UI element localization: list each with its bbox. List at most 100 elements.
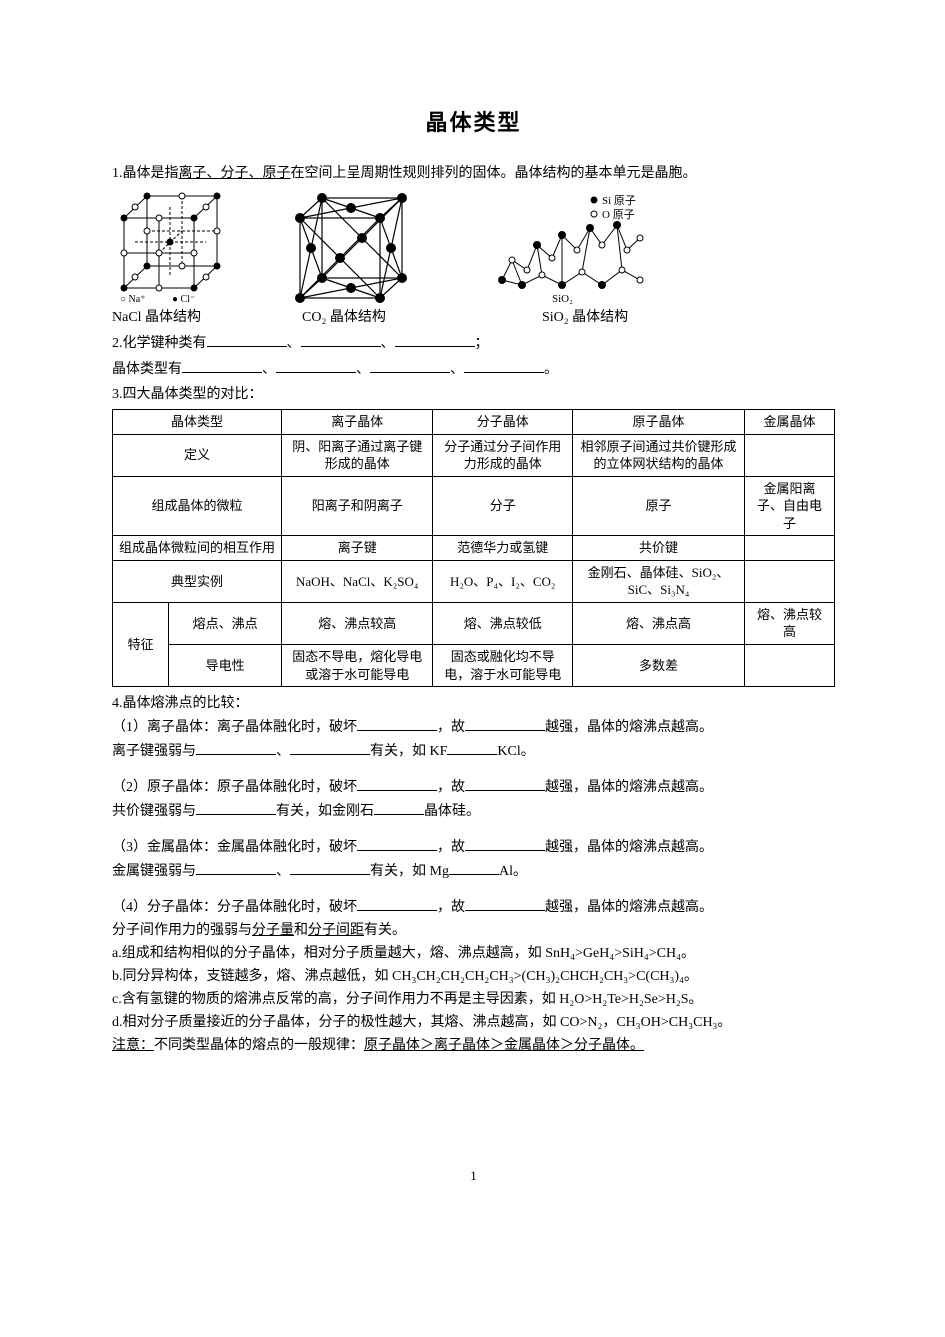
s4-c: c.含有氢键的物质的熔沸点反常的高，分子间作用力不再是主导因素，如 H₂O>H₂… [112, 989, 835, 1010]
s1b1: 离子键强弱与 [112, 744, 196, 759]
s4b-pre: 分子间作用力的强弱与 [112, 923, 252, 938]
s4-b: b.同分异构体，支链越多，熔、沸点越低，如 CH₃CH₂CH₂CH₂CH₃>(C… [112, 966, 835, 987]
table-row: 特征 熔点、沸点 熔、沸点较高 熔、沸点较低 熔、沸点高 熔、沸点较高 [113, 602, 835, 644]
note-mid: 不同类型晶体的熔点的一般规律： [154, 1038, 364, 1053]
caption-nacl: NaCl 晶体结构 [112, 307, 262, 328]
r2c1: 范德华力或氢键 [433, 536, 573, 561]
block-1: （1）离子晶体：离子晶体融化时，破坏，故越强，晶体的熔沸点越高。 离子键强弱与、… [112, 716, 835, 762]
paragraph-3-label: 3.四大晶体类型的对比： [112, 384, 835, 405]
table-row: 定义 阴、阳离子通过离子键形成的晶体 分子通过分子间作用力形成的晶体 相邻原子间… [113, 434, 835, 476]
r1c0: 阳离子和阴离子 [282, 476, 433, 536]
table-row: 典型实例 NaOH、NaCl、K₂SO₄ H₂O、P₄、I₂、CO₂ 金刚石、晶… [113, 560, 835, 602]
r3c3 [745, 560, 835, 602]
r1c1: 分子 [433, 476, 573, 536]
s2mid: ，故 [437, 780, 465, 795]
sio2-o-label: O 原子 [602, 208, 635, 221]
s2a: （2）原子晶体：原子晶体融化时，破坏 [112, 780, 357, 795]
page-number: 1 [112, 1166, 835, 1186]
r1-label: 组成晶体的微粒 [113, 476, 282, 536]
sio2-svg: Si 原子 O 原子 SiO₂ [472, 190, 662, 305]
s4b-post: 有关。 [364, 923, 406, 938]
s1-line1: （1）离子晶体：离子晶体融化时，破坏 ，故 越强，晶体的熔沸点越高。 [112, 716, 835, 738]
block-4: （4）分子晶体：分子晶体融化时，破坏 ，故 越强，晶体的熔沸点越高。 分子间作用力的… [112, 896, 835, 1056]
r0c2: 相邻原子间通过共价键形成的立体网状结构的晶体 [573, 434, 745, 476]
f1c0: 固态不导电，熔化导电或溶于水可能导电 [282, 645, 433, 687]
r3c1: H₂O、P₄、I₂、CO₂ [433, 560, 573, 602]
s2-line1: （2）原子晶体：原子晶体融化时，破坏 ，故 越强，晶体的熔沸点越高。 [112, 776, 835, 798]
table-row: 组成晶体的微粒 阳离子和阴离子 分子 原子 金属阳离子、自由电子 [113, 476, 835, 536]
caption-co2: CO₂ 晶体结构 [302, 307, 502, 328]
s3tail: 越强，晶体的熔沸点越高。 [545, 840, 713, 855]
caption-sio2: SiO₂ 晶体结构 [542, 307, 742, 328]
f0c2: 熔、沸点高 [573, 602, 745, 644]
nacl-legend-cl: ● Cl⁻ [172, 294, 195, 305]
s4-d: d.相对分子质量接近的分子晶体，分子的极性越大，其熔、沸点越高，如 CO>N₂，… [112, 1012, 835, 1033]
page-content: 晶体类型 1.晶体是指离子、分子、原子在空间上呈周期性规则排列的固体。晶体结构的… [0, 0, 945, 1186]
s3-line2: 金属键强弱与、有关，如 MgAl。 [112, 860, 835, 882]
th-2: 分子晶体 [433, 410, 573, 435]
p1-prefix: 1.晶体是指 [112, 166, 179, 181]
s4-line1: （4）分子晶体：分子晶体融化时，破坏 ，故 越强，晶体的熔沸点越高。 [112, 896, 835, 918]
r2c3 [745, 536, 835, 561]
r3c2: 金刚石、晶体硅、SiO₂、SiC、Si₃N₄ [573, 560, 745, 602]
r1c3: 金属阳离子、自由电子 [745, 476, 835, 536]
s4b-and: 和 [294, 923, 308, 938]
s1mid: ，故 [437, 720, 465, 735]
r3c0: NaOH、NaCl、K₂SO₄ [282, 560, 433, 602]
s3b2: 有关，如 Mg [370, 864, 449, 879]
s3b1: 金属键强弱与 [112, 864, 196, 879]
f0-label: 熔点、沸点 [169, 602, 282, 644]
table-row: 导电性 固态不导电，熔化导电或溶于水可能导电 固态或融化均不导电，溶于水可能导电… [113, 645, 835, 687]
f1c3 [745, 645, 835, 687]
p2b-text: 晶体类型有 [112, 362, 182, 377]
s4a: （4）分子晶体：分子晶体融化时，破坏 [112, 900, 357, 915]
p2a-text: 2.化学键种类有 [112, 336, 207, 351]
note-rule: 原子晶体＞离子晶体＞金属晶体＞分子晶体。 [364, 1038, 644, 1053]
s3mid: ，故 [437, 840, 465, 855]
s1tail: 越强，晶体的熔沸点越高。 [545, 720, 713, 735]
f1c1: 固态或融化均不导电，溶于水可能导电 [433, 645, 573, 687]
figure-nacl: ○ Na⁺ ● Cl⁻ [112, 190, 242, 305]
s3-line1: （3）金属晶体：金属晶体融化时，破坏，故越强，晶体的熔沸点越高。 [112, 836, 835, 858]
th-0: 晶体类型 [113, 410, 282, 435]
s1-line2: 离子键强弱与、有关，如 KFKCl。 [112, 740, 835, 762]
s1b3: KCl。 [497, 744, 534, 759]
f1-label: 导电性 [169, 645, 282, 687]
s4-line2: 分子间作用力的强弱与分子量和分子间距有关。 [112, 920, 835, 941]
paragraph-1: 1.晶体是指离子、分子、原子在空间上呈周期性规则排列的固体。晶体结构的基本单元是… [112, 163, 835, 184]
s1b2: 有关，如 KF [370, 744, 447, 759]
figure-sio2: Si 原子 O 原子 SiO₂ [472, 190, 662, 305]
r2c2: 共价键 [573, 536, 745, 561]
s4mid: ，故 [437, 900, 465, 915]
figure-captions: NaCl 晶体结构 CO₂ 晶体结构 SiO₂ 晶体结构 [112, 307, 835, 328]
s2b1: 共价键强弱与 [112, 804, 196, 819]
comparison-table: 晶体类型 离子晶体 分子晶体 原子晶体 金属晶体 定义 阴、阳离子通过离子键形成… [112, 409, 835, 687]
f0c3: 熔、沸点较高 [745, 602, 835, 644]
r0c3 [745, 434, 835, 476]
th-1: 离子晶体 [282, 410, 433, 435]
s2-line2: 共价键强弱与有关，如金刚石晶体硅。 [112, 800, 835, 822]
s4tail: 越强，晶体的熔沸点越高。 [545, 900, 713, 915]
p1-underlined: 离子、分子、原子 [179, 166, 291, 181]
p4-label: 4.晶体熔沸点的比较： [112, 693, 835, 714]
s2tail: 越强，晶体的熔沸点越高。 [545, 780, 713, 795]
r1c2: 原子 [573, 476, 745, 536]
r3-label: 典型实例 [113, 560, 282, 602]
page-title: 晶体类型 [112, 106, 835, 139]
figures-row: ○ Na⁺ ● Cl⁻ [112, 190, 835, 305]
table-header-row: 晶体类型 离子晶体 分子晶体 原子晶体 金属晶体 [113, 410, 835, 435]
paragraph-2b: 晶体类型有、、、。 [112, 358, 835, 380]
f1c2: 多数差 [573, 645, 745, 687]
s2b3: 晶体硅。 [424, 804, 480, 819]
nacl-legend-na: ○ Na⁺ [120, 294, 145, 305]
s1a: （1）离子晶体：离子晶体融化时，破坏 [112, 720, 357, 735]
f0c0: 熔、沸点较高 [282, 602, 433, 644]
note-prefix: 注意： [112, 1038, 154, 1053]
r0c1: 分子通过分子间作用力形成的晶体 [433, 434, 573, 476]
paragraph-2a: 2.化学键种类有、、； [112, 332, 835, 354]
figure-co2 [282, 190, 432, 305]
th-3: 原子晶体 [573, 410, 745, 435]
s4b-u2: 分子间距 [308, 923, 364, 938]
co2-svg [282, 190, 432, 305]
note-line: 注意：不同类型晶体的熔点的一般规律：原子晶体＞离子晶体＞金属晶体＞分子晶体。 [112, 1035, 835, 1056]
